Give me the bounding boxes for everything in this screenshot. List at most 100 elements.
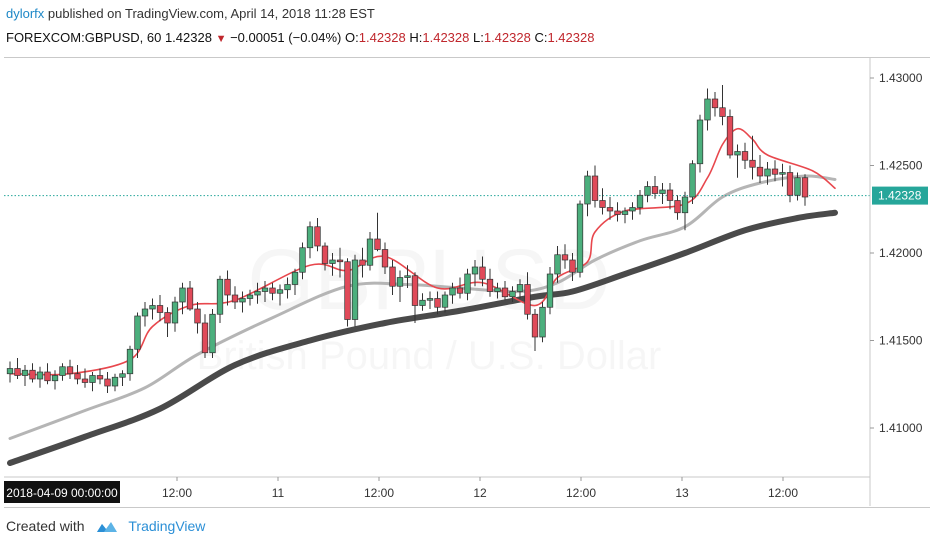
candle[interactable]	[59, 363, 66, 381]
candle[interactable]	[674, 195, 681, 220]
candle[interactable]	[524, 272, 531, 320]
candle[interactable]	[186, 281, 194, 311]
candle[interactable]	[659, 183, 666, 204]
candle[interactable]	[246, 289, 254, 306]
candle[interactable]	[164, 307, 171, 337]
publisher-username[interactable]: dylorfx	[6, 6, 45, 21]
candle[interactable]	[599, 188, 606, 215]
price-chart[interactable]: GBPUSD British Pound / U.S. Dollar 1.430…	[4, 57, 930, 506]
candle[interactable]	[89, 372, 96, 392]
candle[interactable]	[779, 163, 786, 187]
candle[interactable]	[239, 291, 246, 313]
candle[interactable]	[336, 247, 344, 278]
candle[interactable]	[6, 361, 14, 383]
candle[interactable]	[456, 277, 464, 299]
candle[interactable]	[366, 232, 374, 271]
candle[interactable]	[666, 183, 674, 210]
candle[interactable]	[21, 365, 29, 386]
candle[interactable]	[434, 291, 441, 315]
candle[interactable]	[479, 256, 486, 287]
candle[interactable]	[756, 155, 764, 183]
candle[interactable]	[614, 202, 621, 222]
candle[interactable]	[704, 88, 711, 131]
candle[interactable]	[464, 268, 471, 301]
candle[interactable]	[494, 282, 501, 299]
candle[interactable]	[711, 92, 719, 117]
candle[interactable]	[119, 370, 126, 386]
candle[interactable]	[726, 109, 734, 159]
candle[interactable]	[389, 260, 396, 295]
candle[interactable]	[321, 242, 329, 271]
candle[interactable]	[651, 176, 659, 199]
candle[interactable]	[621, 207, 629, 224]
candle[interactable]	[231, 286, 239, 309]
candle[interactable]	[209, 309, 216, 358]
candle[interactable]	[126, 345, 134, 381]
candle[interactable]	[689, 160, 696, 204]
candle[interactable]	[381, 242, 389, 275]
candle[interactable]	[276, 284, 284, 306]
candle[interactable]	[719, 85, 726, 126]
candle[interactable]	[81, 368, 89, 388]
candle[interactable]	[419, 293, 426, 311]
candle[interactable]	[509, 286, 516, 302]
candle[interactable]	[764, 162, 771, 185]
candle[interactable]	[141, 302, 149, 327]
candle[interactable]	[351, 254, 359, 327]
candle[interactable]	[269, 282, 276, 301]
candle[interactable]	[629, 202, 636, 220]
candle[interactable]	[606, 197, 614, 220]
candle[interactable]	[149, 298, 156, 320]
candle[interactable]	[314, 218, 321, 252]
candle[interactable]	[696, 114, 704, 173]
candle[interactable]	[374, 212, 381, 252]
candle[interactable]	[36, 366, 44, 388]
price-axis[interactable]: 1.43000 1.42500 1.42000 1.41500 1.41000 1.423…	[870, 71, 928, 435]
candle[interactable]	[786, 165, 794, 203]
candle[interactable]	[171, 296, 179, 332]
candle[interactable]	[14, 358, 21, 379]
candle[interactable]	[329, 253, 336, 276]
candle[interactable]	[194, 302, 201, 334]
candle[interactable]	[794, 172, 801, 201]
candle[interactable]	[516, 279, 524, 299]
candle[interactable]	[29, 363, 36, 383]
candle[interactable]	[426, 291, 434, 310]
candle[interactable]	[201, 314, 209, 358]
candle[interactable]	[134, 312, 141, 359]
candle[interactable]	[741, 142, 749, 169]
candle[interactable]	[51, 370, 59, 390]
candle[interactable]	[569, 253, 576, 281]
candle[interactable]	[359, 247, 366, 278]
candle[interactable]	[299, 242, 306, 280]
candle[interactable]	[284, 277, 291, 299]
candle[interactable]	[441, 291, 449, 313]
candle[interactable]	[216, 275, 224, 323]
candle[interactable]	[96, 368, 104, 385]
candle[interactable]	[44, 363, 51, 385]
candle[interactable]	[644, 181, 651, 203]
candle[interactable]	[734, 144, 741, 178]
candle[interactable]	[156, 295, 164, 322]
candle[interactable]	[576, 200, 584, 278]
candle[interactable]	[801, 174, 809, 206]
candle[interactable]	[636, 190, 644, 215]
candle[interactable]	[539, 302, 546, 343]
candle[interactable]	[531, 309, 539, 351]
candle[interactable]	[771, 160, 779, 182]
candle[interactable]	[104, 372, 111, 393]
candle[interactable]	[591, 165, 599, 208]
candle[interactable]	[554, 246, 561, 283]
candle[interactable]	[471, 260, 479, 287]
candle[interactable]	[74, 365, 81, 385]
candle[interactable]	[111, 373, 119, 392]
candle[interactable]	[749, 135, 756, 180]
candle[interactable]	[411, 272, 419, 323]
candle[interactable]	[546, 267, 554, 315]
candle[interactable]	[449, 282, 456, 304]
candle[interactable]	[66, 359, 74, 379]
candle[interactable]	[224, 270, 231, 306]
time-axis[interactable]: 2018-04-09 00:00:00 12:00 11 12:00 12 12:00 13…	[4, 477, 798, 503]
candle[interactable]	[501, 281, 509, 301]
candle[interactable]	[561, 244, 569, 269]
